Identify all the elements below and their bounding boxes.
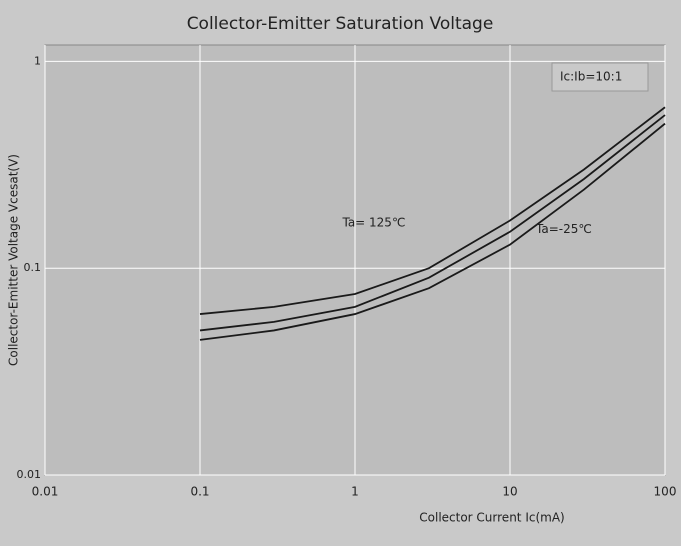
chart-title: Collector-Emitter Saturation Voltage	[187, 14, 494, 34]
x-tick-label: 100	[654, 485, 677, 499]
y-axis-label: Collector-Emitter Voltage Vcesat(V)	[7, 154, 21, 366]
y-tick-label: 0.01	[17, 468, 42, 481]
annotation: Ic:Ib=10:1	[560, 70, 622, 84]
series-line	[199, 122, 666, 341]
y-tick-label: 0.1	[24, 261, 42, 274]
y-tick-label: 1	[34, 54, 41, 67]
x-axis-label: Collector Current Ic(mA)	[419, 511, 564, 525]
series-line	[199, 114, 666, 332]
annotation-box	[551, 62, 649, 92]
series-line	[199, 106, 666, 315]
series-label: Ta=-25℃	[535, 222, 592, 236]
x-tick-label: 0.1	[190, 485, 209, 499]
series-label: Ta= 125℃	[341, 216, 405, 230]
x-tick-label: 0.01	[32, 485, 59, 499]
x-tick-label: 10	[502, 485, 517, 499]
x-tick-label: 1	[351, 485, 359, 499]
